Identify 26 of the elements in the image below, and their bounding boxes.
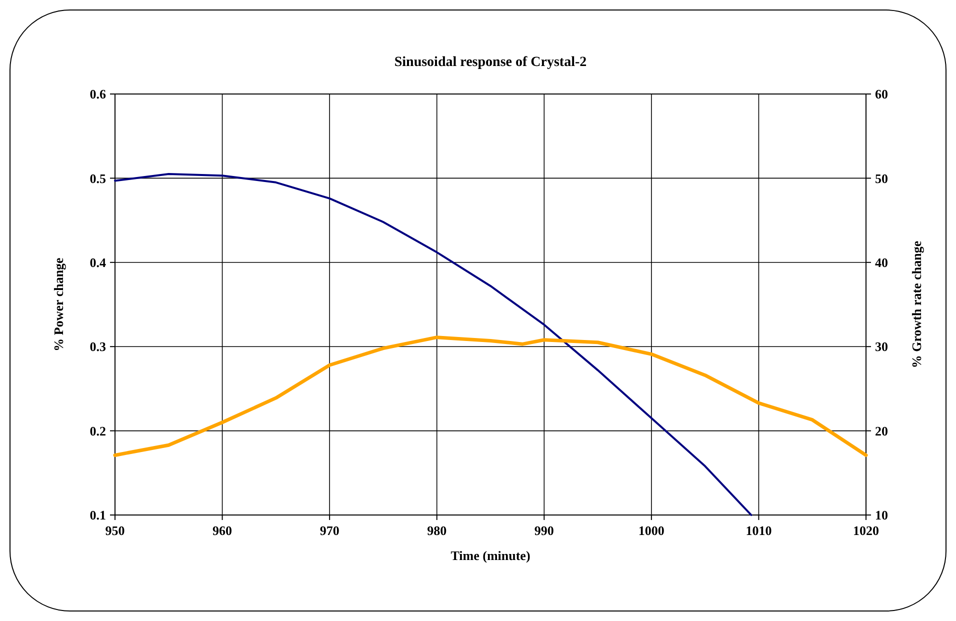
y2-tick-label: 50 xyxy=(875,170,888,186)
y-tick-label: 0.2 xyxy=(90,423,106,438)
x-tick-label: 970 xyxy=(320,523,340,538)
y2-tick-label: 60 xyxy=(875,86,888,102)
x-tick-label: 960 xyxy=(212,523,232,538)
x-tick-label: 950 xyxy=(105,523,125,538)
x-tick-label: 1010 xyxy=(746,523,772,538)
y-tick-label: 0.3 xyxy=(90,339,106,354)
x-axis-title: Time (minute) xyxy=(450,548,530,563)
y2-tick-label: 20 xyxy=(875,423,888,438)
y2-tick-label: 30 xyxy=(875,339,888,354)
chart-title: Sinusoidal response of Crystal-2 xyxy=(394,55,587,70)
y-tick-label: 0.5 xyxy=(90,170,106,186)
line-series xyxy=(113,336,868,457)
y2-tick-label: 10 xyxy=(875,508,888,523)
y-axis-title: % Power change xyxy=(51,257,66,352)
x-tick-label: 990 xyxy=(534,523,554,538)
y-tick-label: 0.6 xyxy=(90,86,106,102)
y2-tick-label: 40 xyxy=(875,254,888,270)
line-series xyxy=(114,172,752,516)
x-tick-label: 1000 xyxy=(638,523,664,538)
y-tick-label: 0.1 xyxy=(90,508,106,523)
y2-axis-title: % Growth rate change xyxy=(909,240,924,368)
y-tick-label: 0.4 xyxy=(90,254,106,270)
x-tick-label: 980 xyxy=(427,523,447,538)
x-tick-label: 1020 xyxy=(853,523,879,538)
